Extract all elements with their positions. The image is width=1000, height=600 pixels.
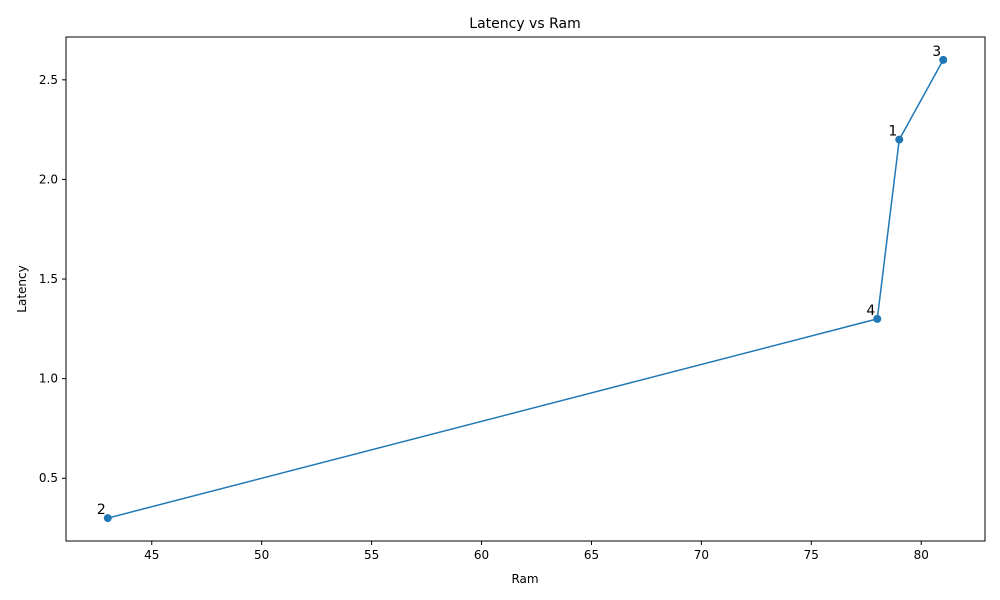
x-tick-label: 60 — [474, 548, 489, 562]
point-label: 1 — [888, 124, 897, 140]
y-tick-label: 2.5 — [39, 73, 58, 87]
chart-title: Latency vs Ram — [469, 16, 580, 32]
series-layer: 2 4 1 3 — [97, 44, 948, 523]
x-tick-label: 65 — [584, 548, 599, 562]
point-label: 3 — [932, 44, 941, 60]
y-tick-label: 1.0 — [39, 372, 58, 386]
y-axis: 0.5 1.0 1.5 2.0 2.5 — [39, 73, 66, 485]
x-tick-label: 75 — [804, 548, 819, 562]
x-axis: 45 50 55 60 65 70 75 80 — [144, 541, 929, 562]
x-tick-label: 45 — [144, 548, 159, 562]
y-tick-label: 2.0 — [39, 172, 58, 186]
y-tick-label: 0.5 — [39, 471, 58, 485]
x-tick-label: 50 — [254, 548, 269, 562]
y-tick-label: 1.5 — [39, 272, 58, 286]
x-tick-label: 80 — [914, 548, 929, 562]
data-point — [895, 135, 904, 144]
data-point — [103, 514, 112, 523]
x-tick-label: 70 — [694, 548, 709, 562]
series-line — [107, 59, 944, 519]
plot-frame — [65, 36, 986, 542]
point-label: 2 — [97, 502, 106, 518]
x-axis-title: Ram — [511, 572, 538, 586]
data-point — [939, 55, 948, 64]
x-tick-label: 55 — [364, 548, 379, 562]
point-label: 4 — [866, 303, 875, 319]
data-point — [873, 314, 882, 323]
y-axis-title: Latency — [15, 265, 29, 312]
